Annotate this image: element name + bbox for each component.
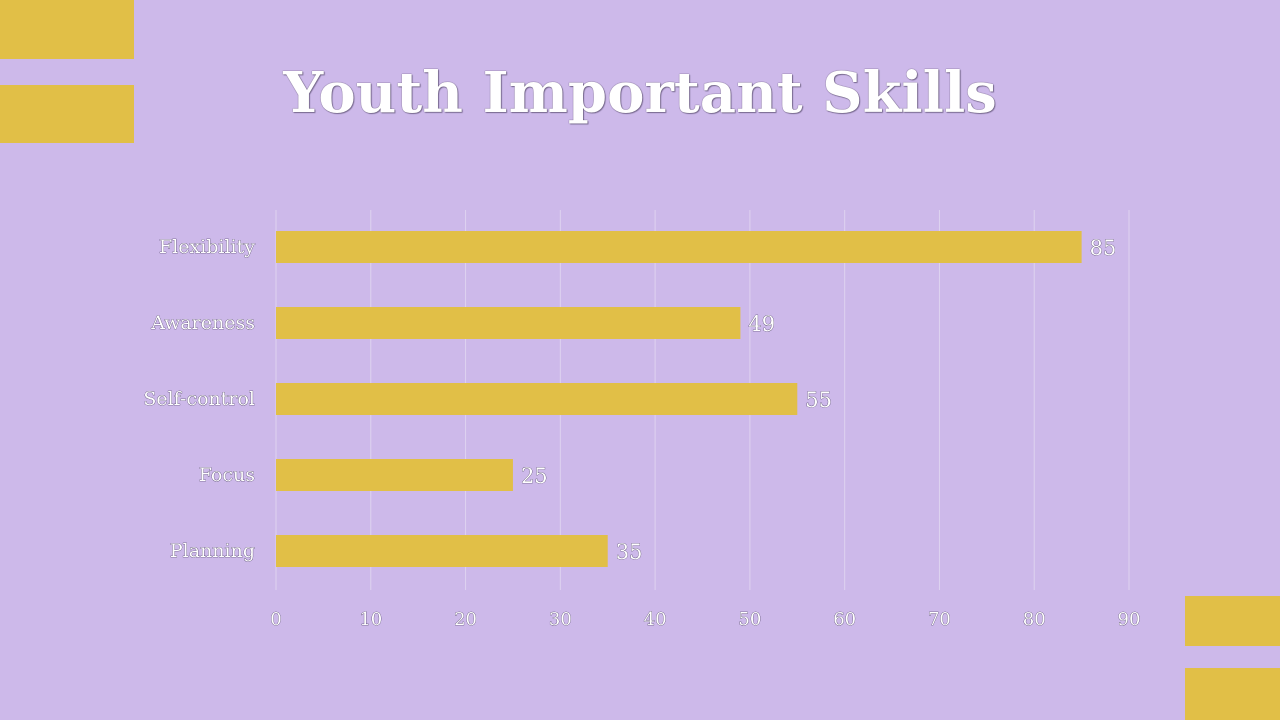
chart-title: Youth Important Skills <box>283 60 997 126</box>
bar-self-control <box>276 383 798 415</box>
x-tick-label-20: 20 <box>454 609 477 630</box>
bar-planning <box>276 535 608 567</box>
category-label-awareness: Awareness <box>150 312 255 334</box>
category-label-self-control: Self-control <box>143 388 255 410</box>
decorative-block-bottom-right-2 <box>1185 668 1280 720</box>
bar-flexibility <box>276 231 1082 263</box>
data-label-planning: 35 <box>616 540 643 564</box>
data-label-focus: 25 <box>521 464 548 488</box>
data-label-self-control: 55 <box>805 388 832 412</box>
x-tick-label-60: 60 <box>833 609 856 630</box>
data-label-flexibility: 85 <box>1090 236 1117 260</box>
category-label-flexibility: Flexibility <box>159 236 255 258</box>
x-tick-label-50: 50 <box>738 609 761 630</box>
x-tick-label-80: 80 <box>1023 609 1046 630</box>
decorative-block-top-left-2 <box>0 85 134 143</box>
decorative-block-top-left-1 <box>0 0 134 59</box>
data-label-awareness: 49 <box>748 312 775 336</box>
x-tick-label-70: 70 <box>928 609 951 630</box>
x-tick-label-90: 90 <box>1118 609 1141 630</box>
x-tick-label-0: 0 <box>270 609 281 630</box>
category-label-planning: Planning <box>170 540 255 562</box>
x-tick-label-40: 40 <box>644 609 667 630</box>
x-tick-label-30: 30 <box>549 609 572 630</box>
bar-focus <box>276 459 513 491</box>
x-tick-label-10: 10 <box>359 609 382 630</box>
bar-awareness <box>276 307 741 339</box>
decorative-block-bottom-right-1 <box>1185 596 1280 646</box>
category-label-focus: Focus <box>199 464 255 486</box>
